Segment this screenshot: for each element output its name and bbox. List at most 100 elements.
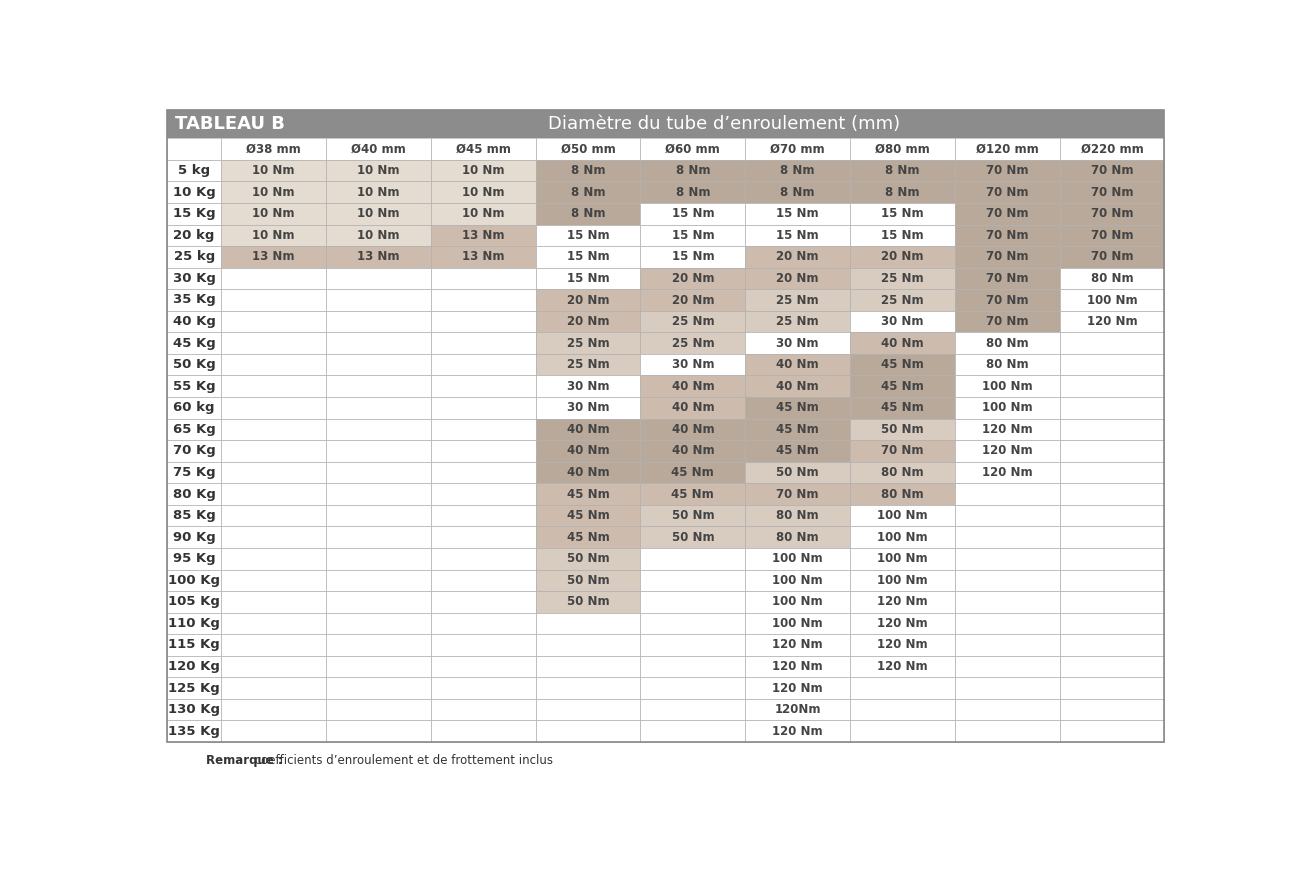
Bar <box>1060 419 1164 440</box>
Text: 70 Nm: 70 Nm <box>1091 229 1133 242</box>
Bar <box>221 354 326 375</box>
Bar <box>221 721 326 742</box>
Bar <box>850 419 955 440</box>
Text: 45 Nm: 45 Nm <box>777 444 820 457</box>
Bar <box>746 354 850 375</box>
Bar <box>955 634 1060 656</box>
Bar <box>850 462 955 483</box>
Bar <box>326 698 431 721</box>
Bar <box>955 483 1060 505</box>
Text: 40 Nm: 40 Nm <box>672 444 714 457</box>
Text: 70 Nm: 70 Nm <box>777 487 818 501</box>
Bar <box>1060 290 1164 311</box>
Bar <box>850 397 955 419</box>
Text: 75 Kg: 75 Kg <box>173 466 216 479</box>
Bar <box>1060 224 1164 246</box>
Bar <box>640 462 746 483</box>
Bar <box>168 203 221 224</box>
Bar <box>168 354 221 375</box>
Bar <box>168 160 221 181</box>
Text: 120 Nm: 120 Nm <box>982 423 1033 436</box>
Bar <box>640 634 746 656</box>
Bar <box>746 570 850 591</box>
Bar <box>535 268 640 290</box>
Bar <box>1060 181 1164 203</box>
Bar <box>535 203 640 224</box>
Bar <box>221 397 326 419</box>
Text: 45 Nm: 45 Nm <box>881 380 924 393</box>
Bar <box>746 591 850 613</box>
Bar <box>955 354 1060 375</box>
Text: 70 Nm: 70 Nm <box>986 164 1029 177</box>
Text: 30 Nm: 30 Nm <box>566 380 609 393</box>
Bar <box>1060 311 1164 332</box>
Text: 40 Nm: 40 Nm <box>566 423 609 436</box>
Text: 10 Nm: 10 Nm <box>252 164 295 177</box>
Text: 15 Nm: 15 Nm <box>566 229 609 242</box>
Bar <box>640 526 746 548</box>
Bar <box>431 203 535 224</box>
Text: 70 Nm: 70 Nm <box>986 185 1029 199</box>
Text: 15 Nm: 15 Nm <box>672 251 714 263</box>
Bar <box>168 181 221 203</box>
Text: 80 Nm: 80 Nm <box>881 487 924 501</box>
Text: Diamètre du tube d’enroulement (mm): Diamètre du tube d’enroulement (mm) <box>548 115 900 133</box>
Bar <box>1060 397 1164 419</box>
Bar <box>850 570 955 591</box>
Bar <box>746 311 850 332</box>
Text: 10 Nm: 10 Nm <box>252 229 295 242</box>
Bar <box>746 613 850 634</box>
Bar <box>431 548 535 570</box>
Text: 70 Nm: 70 Nm <box>1091 185 1133 199</box>
Text: Ø120 mm: Ø120 mm <box>976 142 1039 155</box>
Bar <box>168 483 221 505</box>
Text: 20 Nm: 20 Nm <box>672 272 714 285</box>
Bar <box>746 548 850 570</box>
Bar <box>1060 634 1164 656</box>
Text: 5 kg: 5 kg <box>178 164 210 177</box>
Bar <box>221 591 326 613</box>
Bar <box>168 332 221 354</box>
Text: 30 Kg: 30 Kg <box>173 272 216 285</box>
Bar <box>326 246 431 268</box>
Bar <box>431 354 535 375</box>
Bar <box>431 246 535 268</box>
Bar <box>640 656 746 677</box>
Text: 115 Kg: 115 Kg <box>169 638 220 652</box>
Bar <box>535 677 640 698</box>
Bar <box>221 311 326 332</box>
Bar <box>850 505 955 526</box>
Bar <box>168 634 221 656</box>
Bar <box>746 224 850 246</box>
Bar <box>326 419 431 440</box>
Text: 40 Nm: 40 Nm <box>777 380 818 393</box>
Bar <box>640 224 746 246</box>
Bar <box>746 203 850 224</box>
Bar <box>850 634 955 656</box>
Text: 8 Nm: 8 Nm <box>675 164 711 177</box>
Text: 100 Nm: 100 Nm <box>773 617 824 630</box>
Bar <box>431 419 535 440</box>
Bar <box>431 268 535 290</box>
Bar <box>535 721 640 742</box>
Bar <box>640 375 746 397</box>
Bar <box>955 613 1060 634</box>
Text: 50 Nm: 50 Nm <box>672 509 714 522</box>
Bar <box>850 677 955 698</box>
Text: 125 Kg: 125 Kg <box>169 682 220 695</box>
Bar <box>168 440 221 462</box>
Bar <box>955 698 1060 721</box>
Bar <box>221 440 326 462</box>
Bar <box>535 290 640 311</box>
Text: 45 Nm: 45 Nm <box>777 401 820 414</box>
Text: 95 Kg: 95 Kg <box>173 552 216 565</box>
Text: 45 Nm: 45 Nm <box>566 531 609 544</box>
Text: 15 Nm: 15 Nm <box>566 272 609 285</box>
Bar <box>431 526 535 548</box>
Bar <box>1060 332 1164 354</box>
Bar <box>168 290 221 311</box>
Bar <box>431 591 535 613</box>
Bar <box>955 397 1060 419</box>
Text: 15 Nm: 15 Nm <box>881 229 924 242</box>
Text: Ø60 mm: Ø60 mm <box>665 142 720 155</box>
